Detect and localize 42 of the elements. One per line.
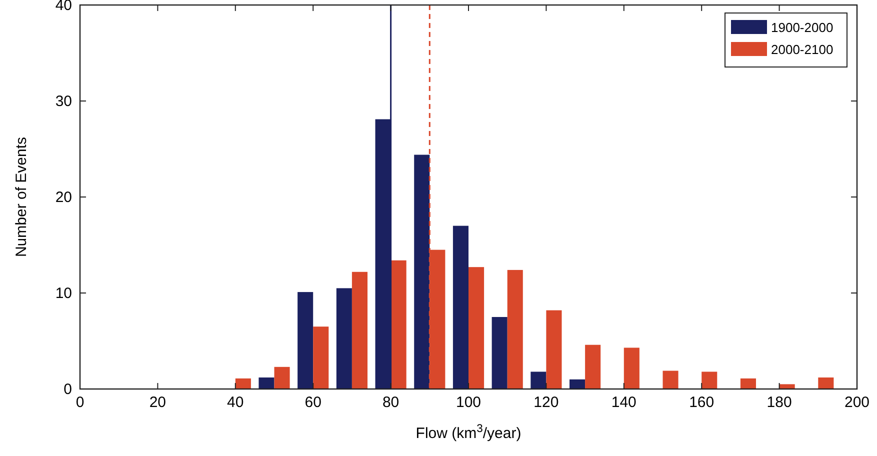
bar — [530, 372, 546, 389]
bar — [390, 260, 406, 389]
x-tick-label: 120 — [534, 394, 559, 411]
bar — [336, 288, 352, 389]
bar — [298, 292, 314, 389]
bar — [313, 326, 329, 389]
bar — [414, 154, 430, 389]
bar — [546, 310, 562, 389]
bar — [702, 372, 718, 389]
y-tick-label: 10 — [55, 285, 72, 302]
bar — [624, 348, 640, 389]
bar — [779, 384, 795, 389]
y-tick-label: 30 — [55, 93, 72, 110]
bar — [452, 226, 468, 389]
legend-label: 2000-2100 — [771, 42, 834, 57]
x-tick-label: 160 — [689, 394, 714, 411]
bar — [235, 378, 251, 389]
x-tick-label: 0 — [76, 394, 84, 411]
bar — [740, 378, 756, 389]
x-tick-label: 60 — [304, 394, 322, 411]
bar — [507, 270, 523, 389]
legend-label: 1900-2000 — [771, 20, 834, 35]
y-tick-label: 0 — [64, 381, 72, 398]
x-tick-label: 100 — [456, 394, 482, 411]
x-tick-label: 80 — [382, 394, 400, 411]
x-tick-label: 200 — [844, 394, 870, 411]
y-axis-title: Number of Events — [13, 136, 30, 258]
bar — [585, 344, 601, 389]
x-tick-label: 20 — [149, 394, 166, 411]
x-tick-label: 180 — [766, 394, 792, 411]
y-tick-label: 20 — [55, 189, 72, 206]
bar — [468, 267, 484, 389]
x-axis-title: Flow (km$^{3}$/year) — [416, 423, 522, 442]
bar — [258, 377, 274, 389]
bar — [818, 377, 834, 389]
bar — [570, 379, 586, 389]
x-tick-label: 140 — [611, 394, 636, 411]
bar — [492, 317, 508, 389]
bar — [274, 366, 290, 389]
bar — [662, 370, 678, 389]
x-tick-label: 40 — [227, 394, 244, 411]
bar — [352, 272, 368, 389]
